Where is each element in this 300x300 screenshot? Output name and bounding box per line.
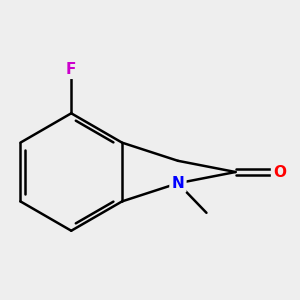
Text: F: F: [66, 62, 76, 77]
Text: O: O: [273, 164, 286, 179]
Text: N: N: [172, 176, 184, 191]
